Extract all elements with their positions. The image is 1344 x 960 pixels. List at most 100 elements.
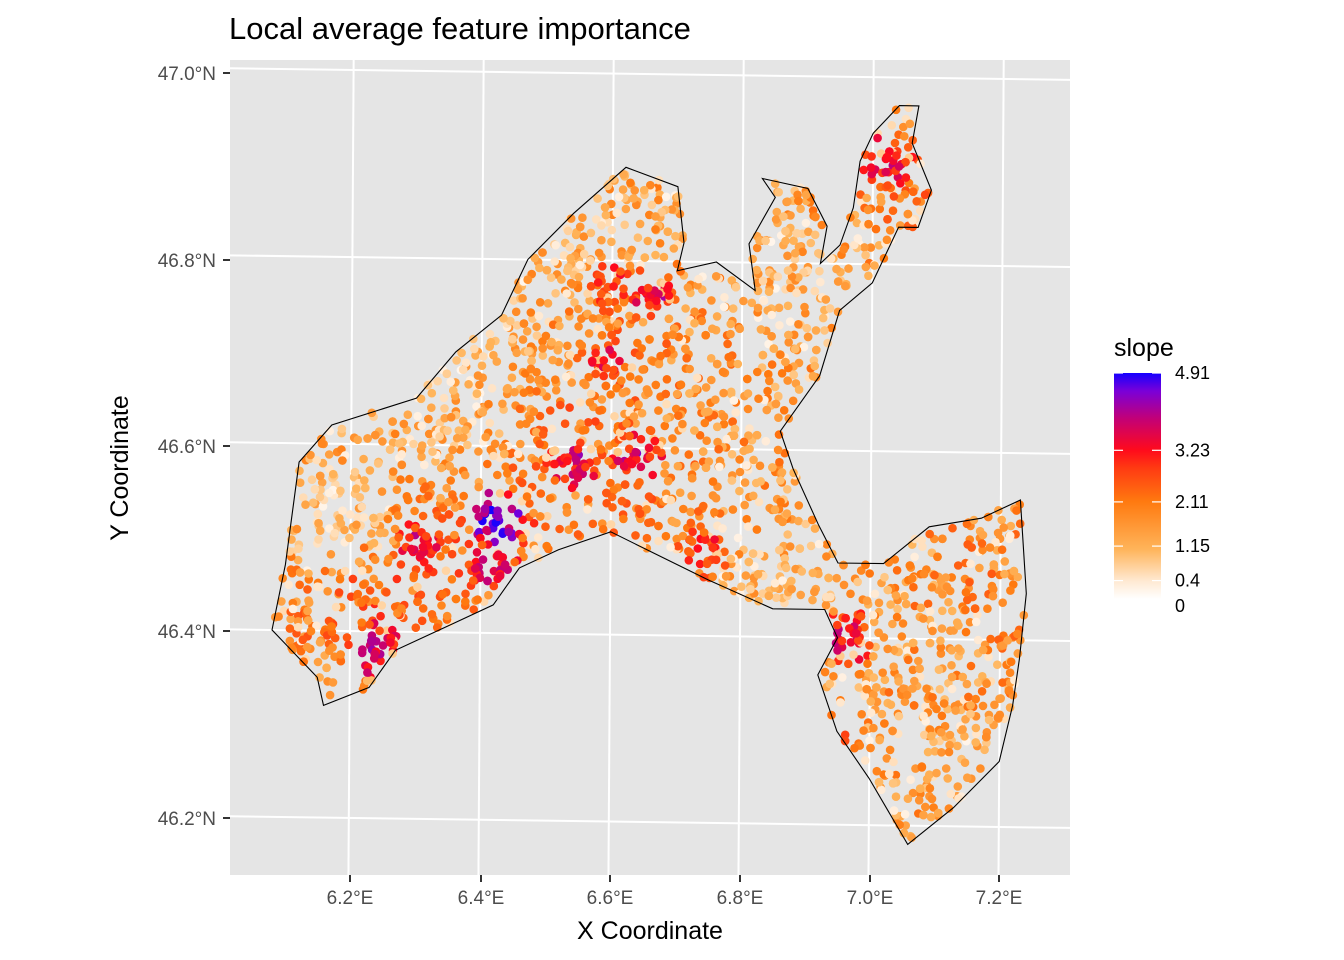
data-point: [869, 617, 879, 627]
data-point: [489, 451, 498, 461]
data-point: [538, 248, 547, 257]
data-point: [538, 351, 548, 360]
hotspot-point: [421, 532, 431, 541]
hotspot-point: [616, 267, 625, 276]
data-point: [719, 302, 729, 312]
data-point: [776, 476, 785, 485]
data-point: [586, 282, 596, 291]
data-point: [363, 434, 372, 443]
data-point: [662, 375, 672, 384]
data-point: [726, 319, 735, 329]
data-point: [303, 642, 312, 652]
data-point: [296, 646, 306, 656]
data-point: [484, 488, 494, 498]
data-point: [967, 543, 976, 552]
data-point: [478, 352, 488, 361]
data-point: [753, 286, 763, 296]
data-point: [861, 250, 870, 260]
data-point: [559, 251, 569, 260]
data-point: [794, 320, 803, 329]
data-point: [285, 636, 295, 646]
data-point: [733, 533, 743, 543]
data-point: [786, 211, 795, 220]
data-point: [545, 406, 555, 415]
data-point: [549, 459, 559, 469]
data-point: [625, 372, 635, 381]
data-point: [626, 178, 635, 188]
data-point: [314, 518, 323, 528]
data-point: [919, 711, 928, 721]
data-point: [909, 701, 919, 710]
data-point: [567, 378, 576, 387]
data-point: [470, 344, 479, 354]
data-point: [740, 500, 749, 510]
data-point: [829, 607, 838, 616]
hotspot-point: [663, 284, 672, 294]
data-point: [464, 525, 474, 534]
data-point: [923, 747, 933, 757]
data-point: [977, 539, 987, 548]
data-point: [345, 533, 354, 543]
data-point: [882, 235, 892, 245]
data-point: [318, 502, 328, 511]
data-point: [986, 634, 995, 644]
data-point: [900, 810, 910, 819]
data-point: [651, 250, 660, 260]
data-point: [778, 517, 787, 527]
grid-line: [230, 815, 1070, 829]
data-point: [295, 580, 305, 590]
data-point: [790, 254, 800, 264]
data-point: [962, 679, 972, 689]
data-point: [872, 683, 881, 692]
data-point: [777, 369, 787, 378]
data-point: [772, 207, 782, 217]
data-point: [721, 571, 731, 581]
data-point: [338, 506, 347, 515]
data-point: [512, 321, 522, 330]
data-point: [966, 559, 975, 569]
data-point: [794, 385, 804, 394]
data-point: [973, 635, 983, 645]
data-point: [783, 485, 792, 494]
data-point: [320, 566, 330, 576]
data-point: [692, 373, 702, 383]
data-point: [511, 307, 521, 317]
data-point: [562, 508, 572, 517]
data-point: [301, 500, 310, 510]
data-point: [338, 456, 347, 465]
data-point: [768, 463, 777, 472]
data-point: [984, 652, 993, 662]
data-point: [550, 257, 559, 266]
data-point: [635, 351, 644, 360]
data-point: [764, 369, 773, 379]
data-point: [744, 431, 753, 440]
data-point: [699, 528, 709, 537]
data-point: [650, 436, 660, 446]
data-point: [492, 357, 502, 366]
data-point: [971, 723, 981, 733]
data-point: [328, 469, 338, 479]
data-point: [629, 412, 639, 421]
data-point: [644, 388, 653, 398]
data-point: [464, 380, 473, 389]
data-point: [737, 582, 746, 591]
data-point: [822, 540, 832, 549]
data-point: [336, 650, 345, 659]
data-point: [314, 535, 323, 544]
data-point: [871, 224, 881, 234]
data-point: [1000, 569, 1009, 579]
data-point: [579, 249, 589, 259]
data-point: [632, 200, 641, 210]
data-point: [808, 568, 818, 578]
data-point: [899, 684, 908, 693]
data-point: [753, 367, 762, 377]
data-point: [481, 432, 491, 442]
data-point: [606, 478, 615, 488]
data-point: [340, 525, 349, 535]
hotspot-point: [627, 459, 637, 469]
data-point: [526, 364, 536, 374]
data-point: [473, 595, 482, 604]
data-point: [635, 509, 645, 518]
data-point: [578, 213, 587, 222]
data-point: [799, 342, 809, 352]
